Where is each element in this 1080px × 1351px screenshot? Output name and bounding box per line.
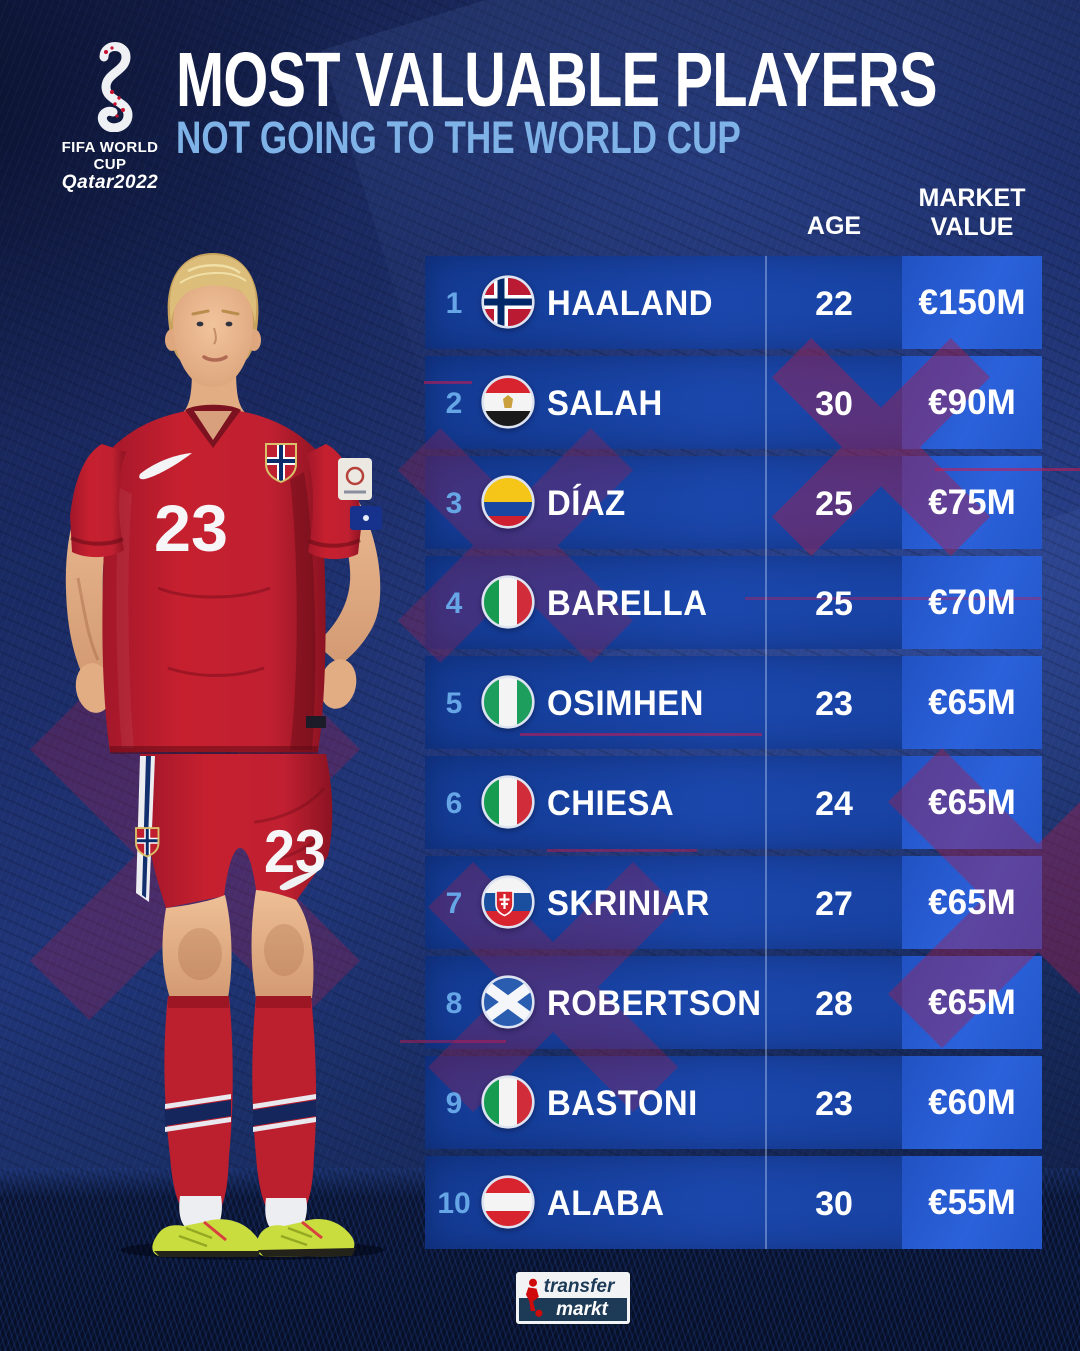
player-name: DÍAZ [547,484,626,523]
table-row: 5 OSIMHEN 23 €65M [425,656,1042,749]
market-value-cell: €60M [902,1056,1042,1149]
market-value: €65M [928,882,1016,922]
rank-label: 1 [445,287,463,320]
market-value-cell: €65M [902,956,1042,1049]
market-value: €65M [928,782,1016,822]
column-header-age: AGE [806,212,862,240]
brand-markt-label: markt [519,1298,627,1321]
player-name: BARELLA [547,584,708,623]
flag-italy-icon [480,574,536,630]
brand-transfer-label: transfer [519,1275,627,1298]
shorts-number: 23 [264,818,326,885]
rank-label: 2 [445,387,463,420]
red-line-decoration [520,733,762,736]
rank-label: 10 [437,1187,471,1220]
age-value: 30 [815,385,853,423]
player-name: CHIESA [547,784,675,823]
fifa-world-cup-logo: FIFA WORLD CUP Qatar2022 [44,40,176,194]
red-line-decoration [745,597,1041,600]
flag-slovakia-icon [480,874,536,930]
market-value: €70M [928,582,1016,622]
market-value-cell: €70M [902,556,1042,649]
market-value: €90M [928,382,1016,422]
market-value: €65M [928,982,1016,1022]
player-name: ROBERTSON [547,984,762,1023]
column-divider [765,256,767,1249]
table-row: 4 BARELLA 25 €70M [425,556,1042,649]
age-value: 28 [815,985,853,1023]
page-subtitle: NOT GOING TO THE WORLD CUP [176,112,741,163]
flag-norway-icon [480,274,536,330]
red-line-decoration [400,1040,506,1043]
qatar-2022-wordmark: Qatar2022 [61,172,159,193]
player-name: HAALAND [547,284,713,323]
fifa-emblem-icon [97,42,133,133]
market-value: €75M [928,482,1016,522]
column-header-market-value: MARKET VALUE [918,184,1026,241]
table-row: 8 ROBERTSON 28 €65M [425,956,1042,1049]
player-name: BASTONI [547,1084,698,1123]
rank-label: 6 [445,787,463,820]
flag-italy-icon [480,774,536,830]
market-value: €60M [928,1082,1016,1122]
age-value: 23 [815,1085,853,1123]
flag-egypt-icon [480,374,536,430]
player-name: SKRINIAR [547,884,710,923]
age-value: 22 [815,285,853,323]
market-value-cell: €65M [902,856,1042,949]
age-value: 25 [815,585,853,623]
age-value: 25 [815,485,853,523]
table-row: 10 ALABA 30 €55M [425,1156,1042,1249]
age-value: 30 [815,1185,853,1223]
market-value: €150M [918,282,1026,322]
flag-scotland-icon [480,974,536,1030]
market-value-cell: €55M [902,1156,1042,1249]
flag-colombia-icon [480,474,536,530]
rank-label: 4 [445,587,463,620]
age-value: 24 [815,785,853,823]
red-line-decoration [935,468,1080,471]
table-row: 3 DÍAZ 25 €75M [425,456,1042,549]
table-row: 7 SKRINIAR 27 €65M [425,856,1042,949]
age-value: 27 [815,885,853,923]
table-row: 9 BASTONI 23 €60M [425,1056,1042,1149]
rank-label: 3 [445,487,463,520]
rank-label: 7 [445,887,463,920]
shirt-number: 23 [154,491,228,565]
market-value-cell: €65M [902,756,1042,849]
player-name: OSIMHEN [547,684,704,723]
market-value-cell: €90M [902,356,1042,449]
market-value-cell: €65M [902,656,1042,749]
market-value: €55M [928,1182,1016,1222]
flag-austria-icon [480,1174,536,1230]
flag-nigeria-icon [480,674,536,730]
player-name: ALABA [547,1184,665,1223]
red-line-decoration [547,849,697,852]
page-title: MOST VALUABLE PLAYERS [176,37,937,123]
red-line-decoration [424,381,472,384]
market-value-cell: €150M [902,256,1042,349]
player-name: SALAH [547,384,663,423]
market-value-cell: €75M [902,456,1042,549]
fifa-logo-wordmark: FIFA WORLD CUP [61,139,159,173]
age-value: 23 [815,685,853,723]
transfermarkt-kicker-icon [525,1278,543,1317]
rank-label: 8 [445,987,463,1020]
table-row: 2 SALAH 30 €90M [425,356,1042,449]
rank-label: 5 [445,687,463,720]
flag-italy-icon [480,1074,536,1130]
rank-label: 9 [445,1087,463,1120]
player-photo: 23 23 [8,248,448,1260]
transfermarkt-logo: transfer markt [516,1272,630,1324]
table-row: 1 HAALAND 22 €150M [425,256,1042,349]
market-value: €65M [928,682,1016,722]
table-row: 6 CHIESA 24 €65M [425,756,1042,849]
